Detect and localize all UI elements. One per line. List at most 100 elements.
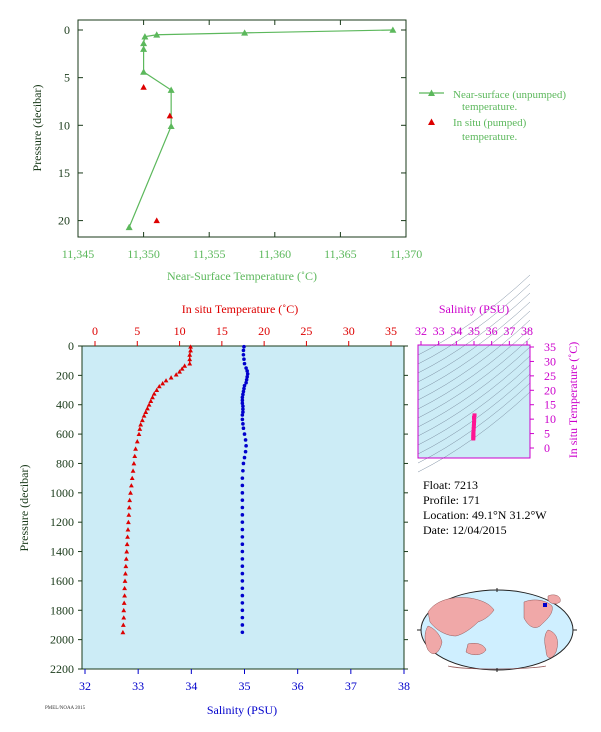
legend-text-pumped-line1: In situ (pumped) — [453, 117, 527, 129]
salinity-point — [242, 344, 246, 349]
temperature-point — [160, 381, 166, 386]
temperature-point — [123, 571, 128, 576]
profile-temp-tick-label: 35 — [385, 324, 397, 338]
near-surface-y-ticks: 0 5 10 15 20 — [58, 23, 406, 228]
profile-salinity-tick-label: 37 — [345, 679, 357, 693]
legend-marker-unpumped — [428, 89, 435, 96]
temperature-point — [188, 348, 193, 353]
temperature-point — [129, 475, 135, 481]
near-surface-x-tick-label: 11,360 — [259, 247, 292, 261]
salinity-point — [245, 369, 249, 373]
near-surface-x-tick-label: 11,345 — [62, 247, 95, 261]
ts-temperature-tick-label: 35 — [544, 340, 556, 354]
map-antarctica — [447, 665, 547, 670]
salinity-point — [240, 586, 245, 591]
salinity-point — [240, 401, 245, 406]
ts-point — [471, 430, 476, 435]
temperature-point — [151, 391, 157, 396]
footer-code: PMEL/NOAA 2015 — [45, 706, 86, 711]
near-surface-y-tick-label: 20 — [58, 214, 70, 228]
ts-point — [471, 436, 476, 441]
profile-temp-tick-label: 30 — [343, 324, 355, 338]
profile-temp-tick-label: 5 — [134, 324, 140, 338]
salinity-point — [240, 513, 245, 517]
ts-salinity-tick-label: 34 — [450, 324, 462, 338]
temperature-point — [163, 378, 169, 383]
temperature-point — [128, 483, 134, 488]
salinity-point — [240, 520, 245, 524]
ts-temperature-tick-label: 15 — [544, 398, 556, 412]
near-surface-unpumped-point — [141, 33, 149, 40]
ts-top-axis-title: Salinity (PSU) — [439, 302, 509, 316]
salinity-point — [240, 593, 245, 598]
near-surface-x-label: Near-Surface Temperature (˚C) — [167, 269, 317, 283]
salinity-point — [240, 527, 245, 532]
salinity-point — [240, 571, 245, 576]
salinity-point — [241, 461, 246, 466]
ts-salinity-tick-label: 38 — [521, 324, 533, 338]
profile-salinity-tick-label: 32 — [79, 679, 91, 693]
temperature-point — [130, 468, 136, 473]
profile-salinity-tick-label: 35 — [239, 679, 251, 693]
near-surface-legend: Near-surface (unpumped) temperature. In … — [419, 89, 566, 143]
temperature-profile-series — [120, 344, 193, 635]
ts-temperature-tick-label: 10 — [544, 412, 556, 426]
temperature-point — [120, 622, 126, 627]
profile-date: Date: 12/04/2015 — [423, 523, 507, 537]
salinity-point — [241, 410, 245, 414]
near-surface-unpumped-point — [140, 68, 148, 75]
salinity-point — [241, 392, 245, 397]
salinity-point — [244, 380, 248, 385]
salinity-point — [242, 432, 247, 436]
near-surface-y-tick-label: 5 — [64, 71, 70, 85]
map-australia — [465, 643, 487, 655]
temperature-point — [182, 363, 188, 368]
temperature-point — [123, 556, 129, 561]
ts-point — [472, 418, 477, 423]
near-surface-x-tick-label: 11,365 — [324, 247, 357, 261]
ts-temperature-tick-label: 25 — [544, 369, 556, 383]
near-surface-unpumped-point — [125, 223, 133, 231]
float-id: Float: 7213 — [423, 478, 479, 492]
temperature-point — [187, 361, 193, 366]
salinity-point — [242, 386, 246, 391]
temperature-point — [128, 490, 133, 495]
temperature-point — [122, 578, 128, 583]
salinity-point — [240, 630, 245, 635]
near-surface-unpumped-point — [140, 39, 148, 47]
near-surface-unpumped-point — [153, 31, 161, 38]
profile-salinity-tick-label: 38 — [398, 679, 410, 693]
salinity-point — [241, 348, 246, 353]
temperature-point — [122, 593, 127, 598]
profile-pressure-tick-label: 1800 — [50, 603, 74, 617]
temperature-point — [124, 541, 130, 547]
temperature-point — [133, 446, 138, 451]
salinity-point — [241, 404, 245, 408]
ts-temperature-tick-label: 5 — [544, 427, 550, 441]
temperature-point — [120, 629, 126, 635]
temperature-point — [154, 387, 160, 392]
near-surface-y-tick-label: 0 — [64, 23, 70, 37]
temperature-point — [125, 534, 130, 539]
temperature-point — [146, 402, 152, 407]
salinity-point — [243, 449, 248, 454]
temperature-point — [122, 585, 127, 591]
ts-density-contour — [417, 292, 531, 374]
temperature-point — [188, 344, 193, 349]
salinity-point — [240, 601, 245, 605]
salinity-point — [240, 579, 245, 583]
legend-marker-pumped — [428, 118, 435, 125]
near-surface-unpumped-point — [140, 45, 148, 52]
float-location: Location: 49.1°N 31.2°W — [423, 508, 547, 522]
salinity-point — [241, 407, 245, 411]
map-asia-europe — [427, 597, 495, 637]
salinity-point — [240, 615, 245, 620]
salinity-point — [244, 377, 249, 382]
profile-pressure-tick-label: 1400 — [50, 545, 74, 559]
temperature-point — [126, 505, 132, 510]
salinity-point — [240, 557, 245, 561]
profile-pressure-tick-label: 800 — [56, 456, 74, 470]
profile-temp-tick-label: 10 — [174, 324, 186, 338]
